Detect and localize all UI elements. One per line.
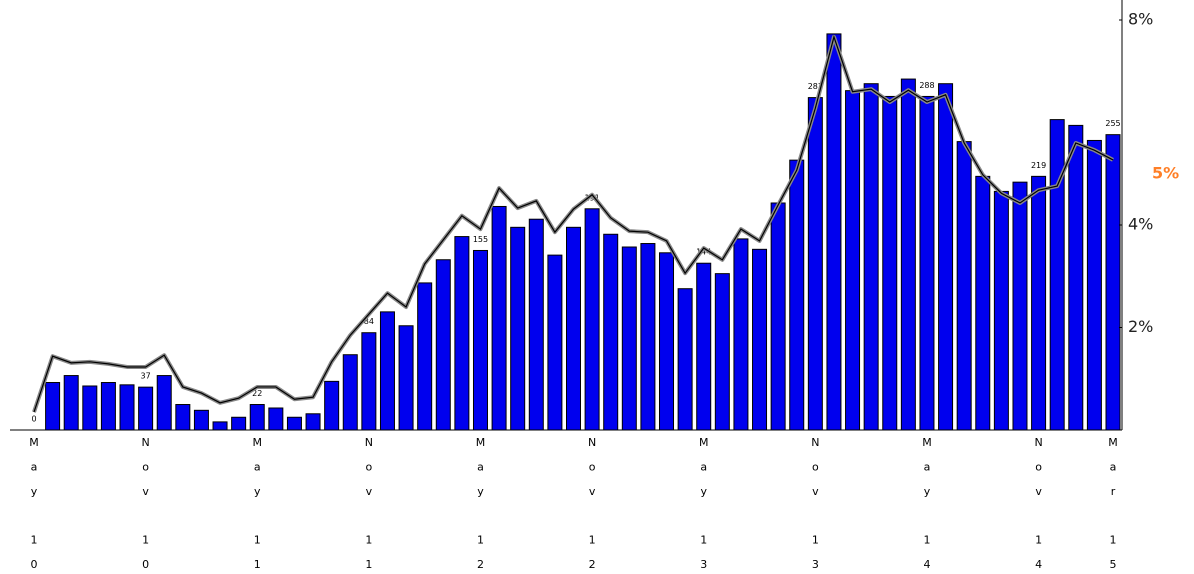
bar [919, 95, 935, 431]
data-label: 255 [1105, 119, 1120, 128]
bar [119, 384, 135, 431]
data-label: 84 [364, 317, 374, 326]
line [33, 34, 1114, 413]
bar [249, 404, 265, 431]
bar [659, 252, 675, 431]
bar [454, 236, 470, 431]
bar [696, 262, 712, 431]
bar [361, 332, 377, 431]
bar [900, 78, 916, 431]
bar [1105, 134, 1121, 431]
bar [789, 159, 805, 431]
annotation: 5% [1152, 163, 1179, 182]
bar [100, 382, 116, 431]
bar [491, 205, 507, 431]
bar [733, 238, 749, 431]
bar [45, 382, 61, 431]
y2-tick-label: 2% [1128, 317, 1153, 336]
data-label: 144 [696, 248, 711, 257]
data-label: 0 [31, 415, 36, 424]
bar [1086, 139, 1102, 431]
data-label: 287 [808, 82, 823, 91]
bar [938, 83, 954, 431]
bar [63, 375, 79, 431]
bar [268, 407, 284, 431]
bar [1031, 175, 1047, 431]
data-label: 155 [473, 235, 488, 244]
bar [975, 175, 991, 431]
bar [547, 254, 563, 431]
data-label: 22 [252, 389, 262, 398]
bar [156, 375, 172, 431]
bar [584, 208, 600, 431]
bar [305, 413, 321, 431]
bar [379, 311, 395, 431]
bar [863, 83, 879, 431]
bar [845, 90, 861, 431]
bar [1049, 119, 1065, 431]
y2-tick-label: 4% [1128, 215, 1153, 234]
bar [82, 385, 98, 431]
bar [528, 218, 544, 431]
bar [472, 249, 488, 431]
bar [212, 421, 228, 431]
bar [993, 190, 1009, 431]
bar [882, 95, 898, 431]
bar [621, 246, 637, 431]
bar [677, 288, 693, 431]
bar [714, 273, 730, 431]
bar [417, 282, 433, 431]
bar [324, 380, 340, 431]
bar [807, 97, 823, 431]
bar [752, 248, 768, 431]
bar [398, 325, 414, 431]
bar [640, 243, 656, 431]
data-label: 219 [1031, 161, 1046, 170]
bar [138, 386, 154, 431]
bar [175, 404, 191, 431]
data-label: 288 [919, 81, 934, 90]
y2-tick-label: 8% [1128, 10, 1153, 29]
bar [956, 141, 972, 431]
bar [510, 226, 526, 431]
bar [435, 259, 451, 431]
bar [1068, 124, 1084, 431]
bar [342, 354, 358, 431]
bar [1012, 181, 1028, 431]
bar [770, 202, 786, 431]
bar [231, 416, 247, 431]
bar [286, 416, 302, 431]
data-label: 37 [141, 372, 151, 381]
bar [566, 226, 581, 431]
bar [826, 33, 842, 431]
bar [193, 409, 209, 431]
bar [603, 233, 619, 431]
